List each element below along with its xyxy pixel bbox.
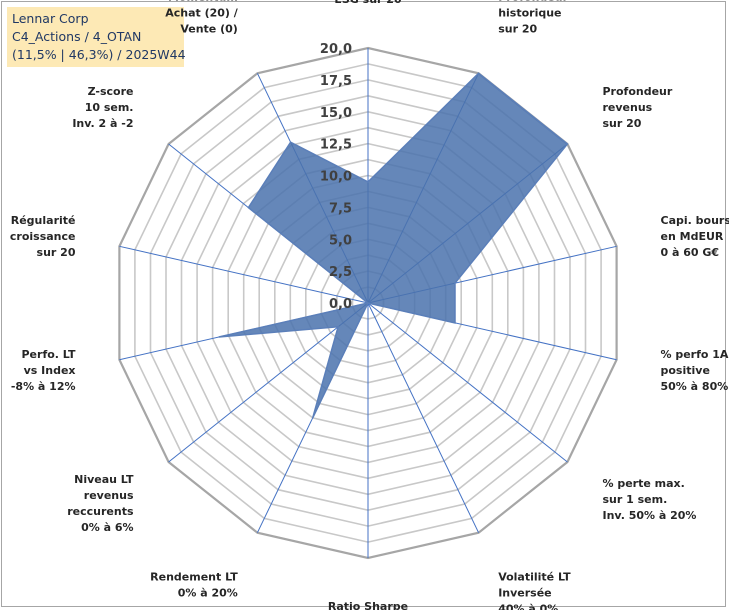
axis-label-line: Ratio Sharpe	[328, 600, 408, 610]
axis-label-line: historique	[498, 7, 561, 20]
tick-label: 7,5	[329, 201, 352, 216]
details-label: (11,5% | 46,3%) / 2025W44	[12, 47, 186, 62]
axis-label: NoteESG sur 20	[334, 0, 402, 6]
axis-label: Capi. bours. en MdEUR 0 à 60 G€	[661, 214, 729, 259]
axis-label-line: Profondeur	[603, 85, 673, 98]
axis-spoke	[367, 302, 568, 463]
axis-label-line: sur 1 sem.	[603, 493, 668, 506]
axis-label: Momentum Achat (20) / Vente (0)	[165, 0, 239, 36]
axis-label-line: 40% à 0%	[498, 602, 558, 610]
axis-label-line: 50% à 80%	[661, 380, 729, 393]
tick-label: 5,0	[329, 233, 352, 248]
axis-label-line: positive	[661, 364, 710, 377]
tick-label: 12,5	[320, 138, 352, 153]
axis-label-line: croissance	[10, 230, 76, 243]
title-box: Lennar Corp C4_Actions / 4_OTAN (11,5% |…	[7, 7, 186, 67]
axis-label: Niveau LT revenus reccurents 0% à 6%	[67, 473, 134, 534]
axis-label: % perfo 1A positive 50% à 80%	[661, 348, 729, 393]
axis-label-line: ESG sur 20	[334, 0, 402, 6]
axis-label-line: 0 à 60 G€	[661, 246, 720, 259]
axis-label-line: % perfo 1A	[661, 348, 729, 361]
axis-spoke	[119, 245, 369, 304]
axis-label-line: Perfo. LT	[22, 348, 76, 361]
axis-label-line: revenus	[84, 489, 134, 502]
axis-label-line: Profondeur	[498, 0, 568, 4]
tick-label: 17,5	[320, 74, 352, 89]
axis-label-line: revenus	[603, 101, 653, 114]
company-name: Lennar Corp	[12, 11, 89, 26]
axis-label-line: Vente (0)	[180, 23, 237, 36]
axis-label-line: % perte max.	[603, 477, 685, 490]
axis-label-line: reccurents	[67, 505, 134, 518]
axis-label-line: Inv. 50% à 20%	[603, 509, 697, 522]
axis-label-line: Momentum	[168, 0, 238, 4]
axis-label: Régularité croissance sur 20	[10, 214, 76, 259]
axis-label-line: vs Index	[24, 364, 76, 377]
category-label: C4_Actions / 4_OTAN	[12, 29, 142, 44]
tick-label: 0,0	[329, 297, 352, 312]
axis-label-line: sur 20	[498, 23, 537, 36]
axis-label: Profondeur revenus sur 20	[603, 85, 673, 130]
axis-label-line: Capi. bours.	[661, 214, 729, 227]
axis-label: Z-score 10 sem. Inv. 2 à -2	[72, 85, 133, 130]
axis-label-line: Régularité	[11, 214, 76, 227]
axis-spoke	[367, 302, 480, 533]
axis-label-line: 10 sem.	[85, 101, 134, 114]
axis-spoke	[168, 302, 369, 463]
axis-label-line: Volatilité LT	[498, 570, 571, 583]
tick-label: 15,0	[320, 106, 352, 121]
tick-label: 10,0	[320, 170, 352, 185]
axis-label-line: Z-score	[88, 85, 134, 98]
axis-label: Rendement LT 0% à 20%	[150, 570, 238, 599]
axis-label-line: -8% à 12%	[11, 380, 76, 393]
axis-label: Volatilité LT Inversée 40% à 0%	[498, 570, 571, 610]
axis-label-line: Niveau LT	[74, 473, 134, 486]
data-series-area	[218, 72, 569, 419]
axis-label-line: Inversée	[498, 586, 551, 599]
axis-label: Perfo. LT vs Index -8% à 12%	[11, 348, 76, 393]
axis-label-line: sur 20	[603, 117, 642, 130]
axis-label: % perte max. sur 1 sem. Inv. 50% à 20%	[603, 477, 697, 522]
tick-label: 20,0	[320, 42, 352, 57]
axis-label-line: 0% à 20%	[178, 586, 238, 599]
tick-label: 2,5	[329, 265, 352, 280]
axis-label-line: Achat (20) /	[165, 7, 239, 20]
axis-label-line: sur 20	[37, 246, 76, 259]
axis-label: Profondeur historique sur 20	[498, 0, 568, 36]
axis-label-line: Inv. 2 à -2	[72, 117, 133, 130]
axis-label-line: 0% à 6%	[81, 521, 133, 534]
axis-label: Ratio Sharpe0 à 1	[328, 600, 408, 610]
axis-label-line: en MdEUR	[661, 230, 724, 243]
axis-label-line: Rendement LT	[150, 570, 238, 583]
